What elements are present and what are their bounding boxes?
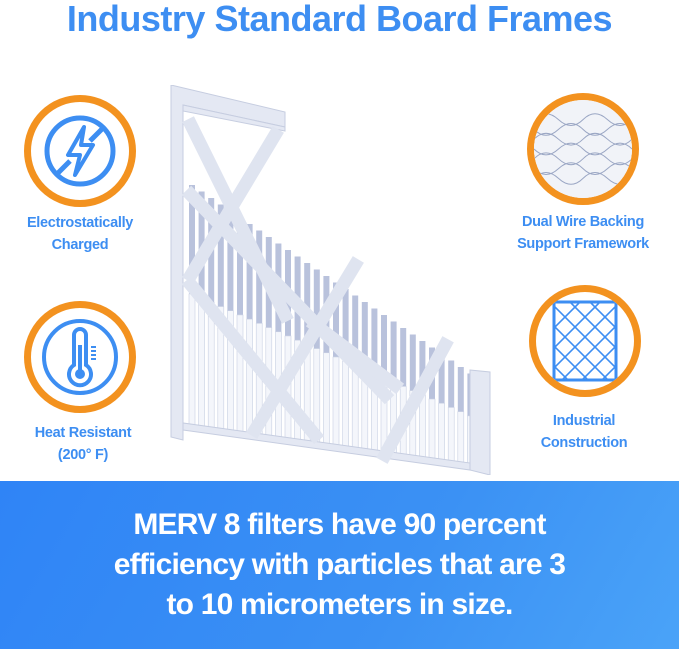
- pleat-shadow: [419, 341, 426, 395]
- air-filter-illustration: [170, 85, 491, 475]
- pleat-light: [323, 352, 330, 447]
- pleat-light: [188, 293, 196, 428]
- pleat-shadow: [313, 269, 320, 349]
- pleat-light: [457, 411, 465, 467]
- pleat-shadow: [409, 334, 416, 391]
- industrial-construction-badge: [529, 285, 641, 397]
- lattice-grid-icon: [552, 300, 618, 382]
- pleat-light: [332, 356, 340, 449]
- pleat-light: [246, 318, 253, 436]
- pleat-light: [438, 402, 445, 464]
- pleat-shadow: [237, 217, 243, 315]
- page-title: Industry Standard Board Frames: [66, 0, 613, 39]
- feature-label-wire-backing: Dual Wire Backing Support Framework: [517, 214, 649, 252]
- feature-label-electrostatic: Electrostatically Charged: [26, 215, 134, 253]
- pleat-light: [342, 360, 349, 450]
- pleat-shadow: [246, 224, 253, 320]
- pleat-shadow: [457, 367, 464, 412]
- pleat-shadow: [361, 302, 368, 370]
- pleat-light: [198, 297, 205, 429]
- pleat-light: [428, 398, 436, 463]
- pleat-shadow: [333, 282, 339, 357]
- electrostatic-badge: [24, 95, 136, 207]
- feature-label-industrial: Industrial Construction: [540, 413, 628, 451]
- pleat-light: [351, 365, 359, 452]
- merv-info-banner: MERV 8 filters have 90 percent efficienc…: [0, 481, 679, 649]
- thermometer-icon: [42, 319, 118, 395]
- no-electricity-icon: [44, 115, 116, 187]
- wire-backing-badge: [527, 93, 639, 205]
- pleat-shadow: [217, 204, 224, 307]
- pleat-shadow: [352, 295, 359, 366]
- pleat-shadow: [189, 185, 195, 294]
- pleat-shadow: [448, 360, 455, 408]
- feature-label-heat-resistant: Heat Resistant (200° F): [34, 425, 132, 463]
- pleat-light: [447, 407, 455, 466]
- banner-text: MERV 8 filters have 90 percent efficienc…: [113, 508, 566, 621]
- wire-mesh-closeup-icon: [534, 100, 632, 198]
- pleat-shadow: [342, 289, 349, 362]
- pleat-shadow: [381, 315, 387, 378]
- pleat-shadow: [227, 211, 234, 311]
- pleat-light: [419, 394, 426, 461]
- pleat-shadow: [371, 308, 378, 374]
- heat-resistant-badge: [24, 301, 136, 413]
- pleat-shadow: [438, 354, 445, 404]
- pleat-shadow: [304, 263, 311, 345]
- pleat-shadow: [400, 328, 407, 387]
- pleat-shadow: [390, 321, 397, 383]
